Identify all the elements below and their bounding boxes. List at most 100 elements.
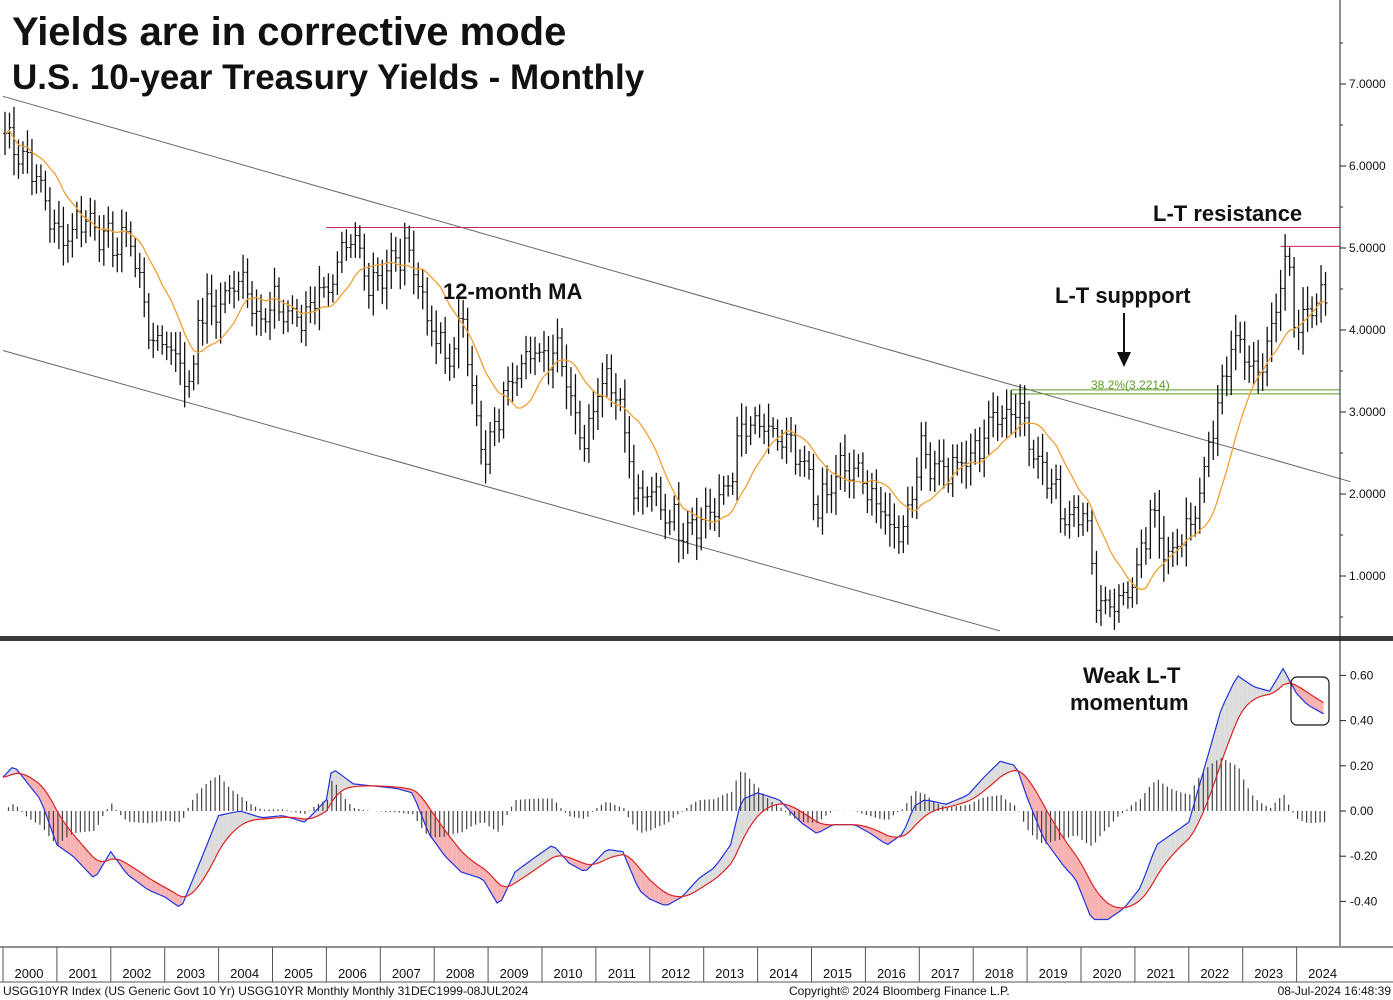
macd-fill	[88, 851, 93, 877]
macd-fill	[209, 826, 215, 869]
macd-fill	[672, 895, 677, 903]
macd-line	[2, 667, 1324, 921]
support-arrow-head	[1117, 352, 1131, 367]
macd-fill	[128, 864, 134, 879]
signal-line	[2, 682, 1324, 909]
macd-fill	[124, 862, 129, 876]
support-annotation: L-T suppport	[1055, 283, 1191, 308]
year-label: 2014	[769, 966, 798, 981]
macd-fill	[1238, 676, 1243, 719]
macd-fill	[789, 805, 794, 815]
year-label: 2016	[877, 966, 906, 981]
price-tick-label: 3.0000	[1349, 405, 1386, 419]
year-label: 2009	[500, 966, 529, 981]
year-label: 2010	[554, 966, 583, 981]
macd-fill	[1022, 773, 1028, 798]
macd-fill	[196, 860, 201, 889]
macd-fill	[348, 780, 354, 788]
macd-fill	[1063, 837, 1068, 871]
year-label: 2020	[1093, 966, 1122, 981]
macd-fill	[524, 862, 529, 878]
macd-fill	[214, 815, 219, 861]
macd-fill	[910, 805, 915, 831]
macd-fill	[218, 814, 224, 852]
macd-fill	[146, 876, 152, 892]
macd-fill	[164, 887, 170, 901]
macd-fill	[25, 775, 30, 787]
macd-fill	[869, 827, 875, 837]
macd-fill	[1314, 697, 1320, 712]
macd-fill	[730, 826, 736, 865]
macd-fill	[883, 833, 888, 845]
footer-copyright: Copyright© 2024 Bloomberg Finance L.P.	[789, 984, 1010, 998]
macd-fill	[241, 811, 246, 826]
macd-fill	[178, 895, 183, 907]
macd-fill	[1067, 843, 1073, 876]
footer-timestamp: 08-Jul-2024 16:48:39	[1277, 984, 1391, 998]
macd-fill	[317, 804, 322, 817]
year-label: 2023	[1254, 966, 1283, 981]
macd-fill	[191, 871, 197, 894]
price-tick-label: 6.0000	[1349, 159, 1386, 173]
macd-fill	[699, 875, 704, 890]
macd-fill	[461, 850, 466, 874]
macd-fill	[474, 862, 480, 878]
macd-fill	[1152, 844, 1158, 884]
macd-fill	[465, 855, 471, 875]
macd-fill	[1161, 837, 1167, 869]
macd-fill	[613, 850, 619, 857]
macd-fill	[1251, 685, 1257, 702]
macd-fill	[1233, 676, 1239, 730]
year-label: 2012	[661, 966, 690, 981]
macd-fill	[690, 882, 695, 895]
macd-fill	[155, 882, 161, 895]
macd-fill	[640, 869, 646, 896]
macd-fill	[515, 868, 520, 883]
macd-fill	[1305, 691, 1311, 707]
macd-fill	[991, 765, 996, 786]
macd-tick-label: -0.40	[1350, 894, 1378, 908]
macd-fill	[456, 845, 462, 873]
macd-fill	[1256, 687, 1261, 699]
macd-fill	[973, 784, 978, 799]
macd-fill	[649, 879, 655, 902]
price-tick-label: 7.0000	[1349, 77, 1386, 91]
macd-fill	[658, 887, 664, 905]
macd-fill	[1229, 682, 1234, 741]
macd-fill	[1107, 903, 1113, 920]
macd-fill	[631, 859, 637, 884]
macd-fill	[1130, 894, 1135, 907]
price-tick-label: 2.0000	[1349, 487, 1386, 501]
year-label: 2000	[15, 966, 44, 981]
macd-fill	[1103, 899, 1108, 920]
macd-fill	[604, 849, 610, 861]
macd-fill	[1193, 790, 1198, 833]
macd-fill	[83, 846, 89, 873]
macd-fill	[1175, 828, 1180, 852]
year-label: 2004	[230, 966, 259, 981]
macd-fill	[133, 867, 138, 883]
macd-fill	[1166, 834, 1171, 863]
year-label: 2003	[176, 966, 205, 981]
macd-fill	[1319, 699, 1324, 714]
macd-fill	[1139, 878, 1144, 901]
resistance-annotation: L-T resistance	[1153, 201, 1303, 226]
macd-fill	[1004, 762, 1010, 775]
macd-fill	[416, 791, 421, 814]
macd-fill	[793, 807, 799, 820]
year-label: 2015	[823, 966, 852, 981]
macd-fill	[1310, 694, 1315, 709]
macd-fill	[887, 835, 893, 845]
macd-fill	[38, 783, 44, 808]
year-label: 2005	[284, 966, 313, 981]
fib-label: 38.2%(3.2214)	[1091, 378, 1170, 392]
year-label: 2013	[715, 966, 744, 981]
macd-fill	[420, 796, 426, 825]
macd-fill	[151, 879, 156, 894]
macd-fill	[1260, 688, 1266, 697]
macd-fill	[245, 812, 251, 823]
macd-fill	[1188, 806, 1194, 839]
macd-fill	[1089, 880, 1095, 920]
macd-fill	[995, 761, 1001, 782]
